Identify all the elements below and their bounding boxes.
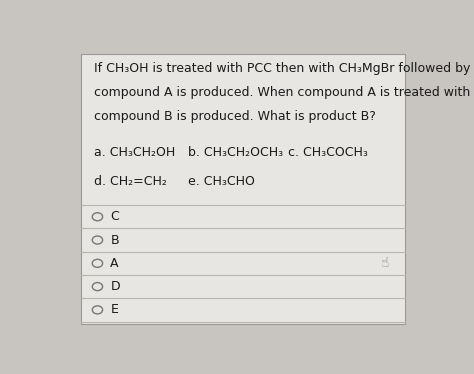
Text: D: D <box>110 280 120 293</box>
Text: b. CH₃CH₂OCH₃: b. CH₃CH₂OCH₃ <box>188 145 283 159</box>
Text: d. CH₂=CH₂: d. CH₂=CH₂ <box>94 175 167 188</box>
Text: ☝: ☝ <box>381 256 390 270</box>
Text: a. CH₃CH₂OH: a. CH₃CH₂OH <box>94 145 175 159</box>
Text: c. CH₃COCH₃: c. CH₃COCH₃ <box>288 145 368 159</box>
Text: B: B <box>110 233 119 246</box>
FancyBboxPatch shape <box>82 53 405 324</box>
Text: E: E <box>110 303 118 316</box>
Text: compound B is produced. What is product B?: compound B is produced. What is product … <box>94 110 376 123</box>
Text: e. CH₃CHO: e. CH₃CHO <box>188 175 255 188</box>
Text: If CH₃OH is treated with PCC then with CH₃MgBr followed by H₃O⁺: If CH₃OH is treated with PCC then with C… <box>94 62 474 75</box>
Text: C: C <box>110 210 119 223</box>
Text: compound A is produced. When compound A is treated with PCC,: compound A is produced. When compound A … <box>94 86 474 99</box>
Text: A: A <box>110 257 119 270</box>
